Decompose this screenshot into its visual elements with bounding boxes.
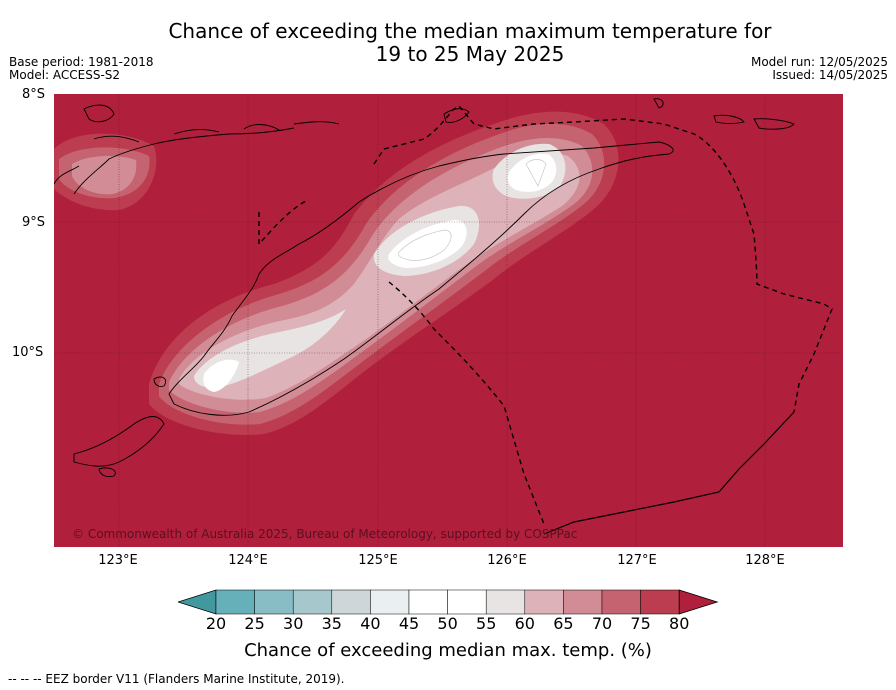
colorbar-cell: [485, 589, 526, 615]
lon-label-127e: 127°E: [617, 553, 657, 568]
coastlines: [54, 98, 795, 478]
colorbar-tick-label: 30: [283, 614, 304, 633]
colorbar-cell: [254, 589, 294, 615]
lon-label-123e: 123°E: [98, 553, 138, 568]
lon-label-126e: 126°E: [487, 553, 527, 568]
colorbar: [176, 589, 720, 619]
colorbar-tick-label: 65: [553, 614, 574, 633]
colorbar-cell: [215, 589, 255, 615]
title-line-2: 19 to 25 May 2025: [375, 42, 565, 66]
eez-footnote: -- -- -- EEZ border V11 (Flanders Marine…: [8, 672, 345, 686]
lon-label-124e: 124°E: [228, 553, 268, 568]
issued-date: Issued: 14/05/2025: [772, 68, 888, 82]
colorbar-tick-label: 60: [514, 614, 535, 633]
model-run: Model run: 12/05/2025: [750, 55, 888, 69]
colorbar-cell: [447, 589, 487, 615]
base-period: Base period: 1981-2018: [9, 55, 154, 69]
colorbar-tick-label: 25: [244, 614, 265, 633]
colorbar-svg: [176, 589, 719, 615]
colorbar-tick-label: 80: [669, 614, 690, 633]
map-panel: © Commonwealth of Australia 2025, Bureau…: [54, 94, 843, 547]
graticule: [54, 94, 843, 547]
lon-label-125e: 125°E: [358, 553, 398, 568]
model-name: Model: ACCESS-S2: [9, 68, 121, 82]
colorbar-extend-high: [678, 589, 719, 615]
colorbar-tick-label: 75: [630, 614, 651, 633]
colorbar-tick-label: 55: [476, 614, 497, 633]
colorbar-cell: [292, 589, 333, 615]
colorbar-tick-label: 35: [321, 614, 342, 633]
copyright-text: © Commonwealth of Australia 2025, Bureau…: [72, 527, 577, 541]
colorbar-tick-label: 45: [398, 614, 420, 633]
eez-border: [258, 105, 833, 525]
colorbar-cell: [524, 589, 564, 615]
map-svg: © Commonwealth of Australia 2025, Bureau…: [54, 94, 843, 547]
colorbar-cell: [640, 589, 680, 615]
lat-label-10s: 10°S: [12, 345, 44, 360]
colorbar-tick-label: 40: [360, 614, 381, 633]
lat-label-8s: 8°S: [22, 87, 46, 102]
lon-label-128e: 128°E: [745, 553, 785, 568]
lat-label-9s: 9°S: [22, 215, 46, 230]
meta-left: Base period: 1981-2018 Model: ACCESS-S2: [9, 56, 154, 82]
colorbar-extend-low: [176, 589, 217, 615]
colorbar-cell: [563, 589, 603, 615]
eez-border-solid: [543, 411, 795, 535]
colorbar-tick-label: 70: [591, 614, 613, 633]
colorbar-title: Chance of exceeding median max. temp. (%…: [244, 640, 652, 661]
colorbar-tick-label: 50: [437, 614, 458, 633]
colorbar-cell: [408, 589, 448, 615]
probability-shading: [54, 111, 619, 435]
colorbar-cell: [331, 589, 371, 615]
colorbar-tick-label: 20: [205, 614, 227, 633]
colorbar-cell: [370, 589, 410, 615]
title-line-1: Chance of exceeding the median maximum t…: [168, 19, 772, 43]
map-title: Chance of exceeding the median maximum t…: [0, 20, 896, 66]
colorbar-cell: [601, 589, 641, 615]
meta-right: Model run: 12/05/2025 Issued: 14/05/2025: [751, 56, 888, 82]
